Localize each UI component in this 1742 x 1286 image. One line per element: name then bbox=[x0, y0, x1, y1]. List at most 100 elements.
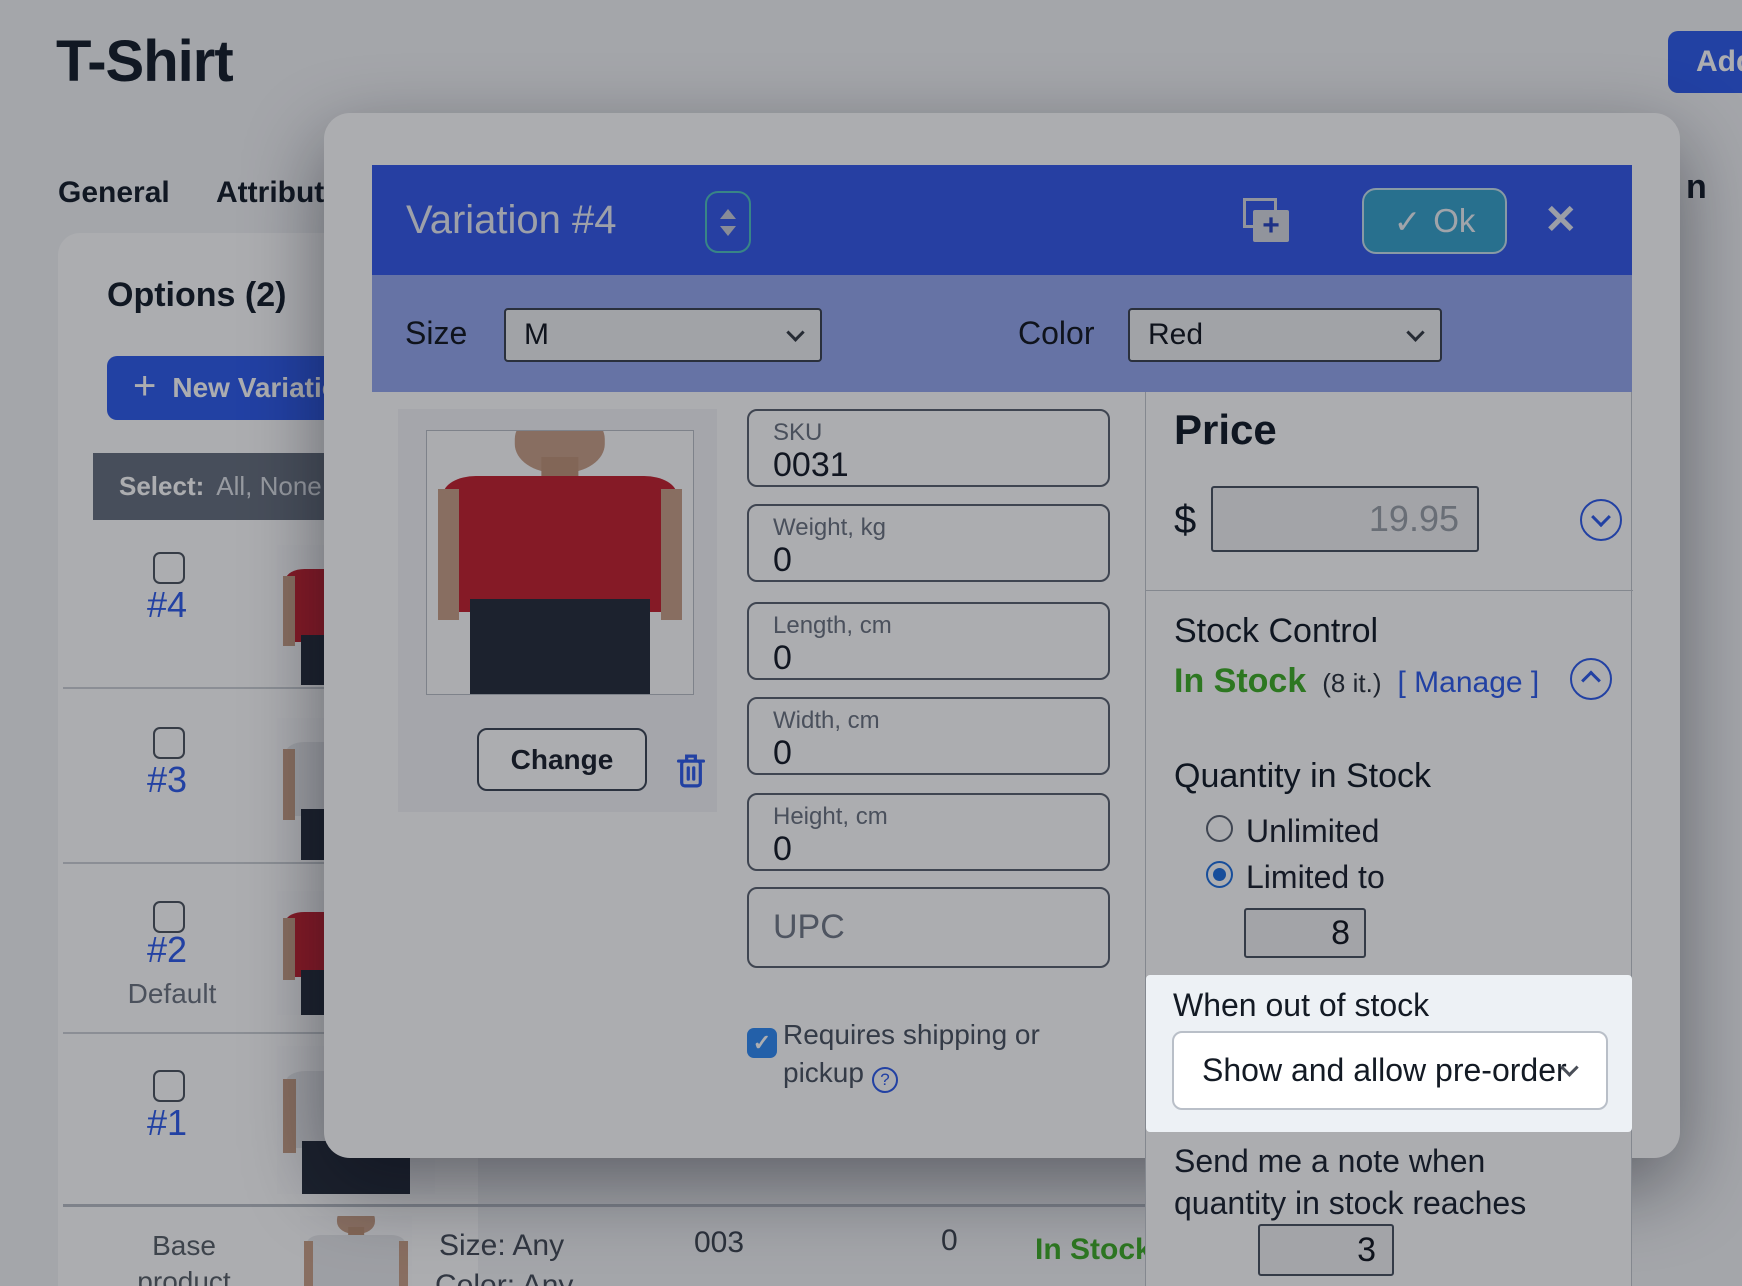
unlimited-radio[interactable] bbox=[1206, 815, 1233, 842]
weight-value: 0 bbox=[773, 541, 792, 579]
base-qty-value: 0 bbox=[941, 1224, 958, 1257]
tab-general[interactable]: General bbox=[58, 176, 170, 209]
out-of-stock-value: Show and allow pre-order bbox=[1202, 1052, 1567, 1088]
step-down-icon[interactable] bbox=[720, 225, 736, 236]
variation-4-checkbox[interactable] bbox=[153, 552, 185, 584]
color-select[interactable]: Red bbox=[1128, 308, 1442, 362]
height-value: 0 bbox=[773, 830, 792, 868]
row-divider bbox=[63, 862, 424, 864]
price-input[interactable]: 19.95 bbox=[1211, 486, 1479, 552]
unlimited-label: Unlimited bbox=[1246, 813, 1380, 849]
note-line2: quantity in stock reaches bbox=[1174, 1185, 1527, 1221]
size-select[interactable]: M bbox=[504, 308, 822, 362]
color-label: Color bbox=[1018, 315, 1095, 351]
out-of-stock-label: When out of stock bbox=[1173, 987, 1430, 1023]
weight-label: Weight, kg bbox=[773, 514, 886, 541]
select-label: Select: bbox=[119, 471, 205, 501]
variation-2-default-badge: Default bbox=[127, 978, 217, 1009]
variation-stepper[interactable] bbox=[705, 191, 751, 253]
white-shirt-image bbox=[300, 1216, 412, 1286]
tab-fragment[interactable]: n bbox=[1686, 168, 1707, 206]
quantity-heading: Quantity in Stock bbox=[1174, 757, 1432, 795]
modal-title: Variation #4 bbox=[406, 197, 617, 242]
base-color-value: Color: Any bbox=[435, 1269, 574, 1286]
sku-label: SKU bbox=[773, 419, 823, 446]
ok-button[interactable]: ✓ Ok bbox=[1362, 188, 1507, 254]
height-label: Height, cm bbox=[773, 803, 888, 830]
stock-collapse-button[interactable] bbox=[1570, 658, 1612, 700]
requires-shipping-label: Requires shipping or pickup? bbox=[783, 1016, 1093, 1093]
weight-field[interactable]: Weight, kg 0 bbox=[747, 504, 1110, 582]
variation-image-panel bbox=[398, 409, 717, 812]
add-button[interactable]: Add bbox=[1668, 31, 1742, 93]
page-title: T-Shirt bbox=[56, 29, 234, 94]
base-row-divider bbox=[63, 1204, 1148, 1207]
sku-field[interactable]: SKU 0031 bbox=[747, 409, 1110, 487]
copy-plus-icon: + bbox=[1253, 209, 1289, 242]
price-expand-button[interactable] bbox=[1580, 499, 1622, 541]
step-up-icon[interactable] bbox=[720, 208, 736, 219]
base-size-value: Size: Any bbox=[439, 1229, 565, 1262]
out-of-stock-spotlight: When out of stock Show and allow pre-ord… bbox=[1146, 975, 1632, 1132]
modal-attribute-bar: Size M Color Red bbox=[372, 275, 1632, 392]
width-value: 0 bbox=[773, 734, 792, 772]
variation-2-checkbox[interactable] bbox=[153, 901, 185, 933]
variation-photo bbox=[426, 430, 694, 695]
color-value: Red bbox=[1148, 318, 1204, 351]
trash-icon[interactable] bbox=[676, 753, 706, 789]
variation-3-checkbox[interactable] bbox=[153, 727, 185, 759]
close-icon[interactable]: ✕ bbox=[1544, 198, 1578, 242]
check-icon: ✓ bbox=[752, 1030, 772, 1055]
variation-modal: Variation #4 + ✓ Ok ✕ Size M Color bbox=[324, 113, 1680, 1158]
width-label: Width, cm bbox=[773, 707, 880, 734]
height-field[interactable]: Height, cm 0 bbox=[747, 793, 1110, 871]
help-icon[interactable]: ? bbox=[871, 1067, 898, 1093]
sku-value: 0031 bbox=[773, 446, 849, 484]
red-shirt-photo bbox=[427, 431, 693, 694]
upc-field[interactable]: UPC bbox=[747, 887, 1110, 968]
length-label: Length, cm bbox=[773, 612, 892, 639]
limited-label: Limited to bbox=[1246, 859, 1385, 895]
options-title: Options (2) bbox=[107, 276, 287, 314]
stock-count: (8 it.) bbox=[1322, 668, 1382, 698]
row-divider bbox=[63, 687, 424, 689]
size-label: Size bbox=[405, 315, 468, 351]
manage-link[interactable]: [ Manage ] bbox=[1397, 666, 1540, 699]
length-value: 0 bbox=[773, 639, 792, 677]
check-icon: ✓ bbox=[1393, 202, 1422, 240]
variation-1-checkbox[interactable] bbox=[153, 1070, 185, 1102]
variation-2-link[interactable]: #2 bbox=[146, 929, 188, 970]
variation-4-link[interactable]: #4 bbox=[146, 584, 188, 625]
requires-shipping-checkbox[interactable]: ✓ bbox=[747, 1028, 777, 1058]
price-heading: Price bbox=[1174, 406, 1277, 453]
note-quantity-input[interactable]: 3 bbox=[1258, 1224, 1394, 1276]
limit-quantity-input[interactable]: 8 bbox=[1244, 908, 1366, 958]
upc-placeholder: UPC bbox=[773, 908, 845, 946]
length-field[interactable]: Length, cm 0 bbox=[747, 602, 1110, 680]
in-stock-status: In Stock bbox=[1174, 662, 1307, 700]
note-line1: Send me a note when bbox=[1174, 1143, 1486, 1179]
stock-status-line: In Stock (8 it.) [ Manage ] bbox=[1174, 662, 1539, 701]
currency-symbol: $ bbox=[1174, 498, 1197, 542]
plus-icon: + bbox=[133, 364, 157, 408]
width-field[interactable]: Width, cm 0 bbox=[747, 697, 1110, 775]
size-value: M bbox=[524, 318, 549, 351]
modal-header: Variation #4 + ✓ Ok ✕ bbox=[372, 165, 1632, 275]
stock-control-heading: Stock Control bbox=[1174, 612, 1379, 650]
base-product-thumbnail bbox=[300, 1216, 412, 1286]
select-all-none-links[interactable]: All, None bbox=[216, 471, 322, 501]
shipping-line2: pickup bbox=[783, 1057, 864, 1088]
base-sku-value: 003 bbox=[694, 1226, 745, 1259]
shipping-line1: Requires shipping or bbox=[783, 1019, 1040, 1050]
price-stock-panel: Price $ 19.95 Stock Control In Stock (8 … bbox=[1145, 392, 1633, 1286]
base-product-label: Base product bbox=[137, 1230, 231, 1286]
variation-3-link[interactable]: #3 bbox=[146, 759, 188, 800]
variation-1-link[interactable]: #1 bbox=[146, 1102, 188, 1143]
duplicate-variation-icon[interactable]: + bbox=[1243, 198, 1293, 248]
change-image-button[interactable]: Change bbox=[477, 728, 647, 791]
limited-radio[interactable] bbox=[1206, 861, 1233, 888]
base-stock-status: In Stock bbox=[1035, 1233, 1152, 1266]
out-of-stock-select[interactable]: Show and allow pre-order bbox=[1172, 1031, 1608, 1110]
row-divider bbox=[63, 1032, 424, 1034]
